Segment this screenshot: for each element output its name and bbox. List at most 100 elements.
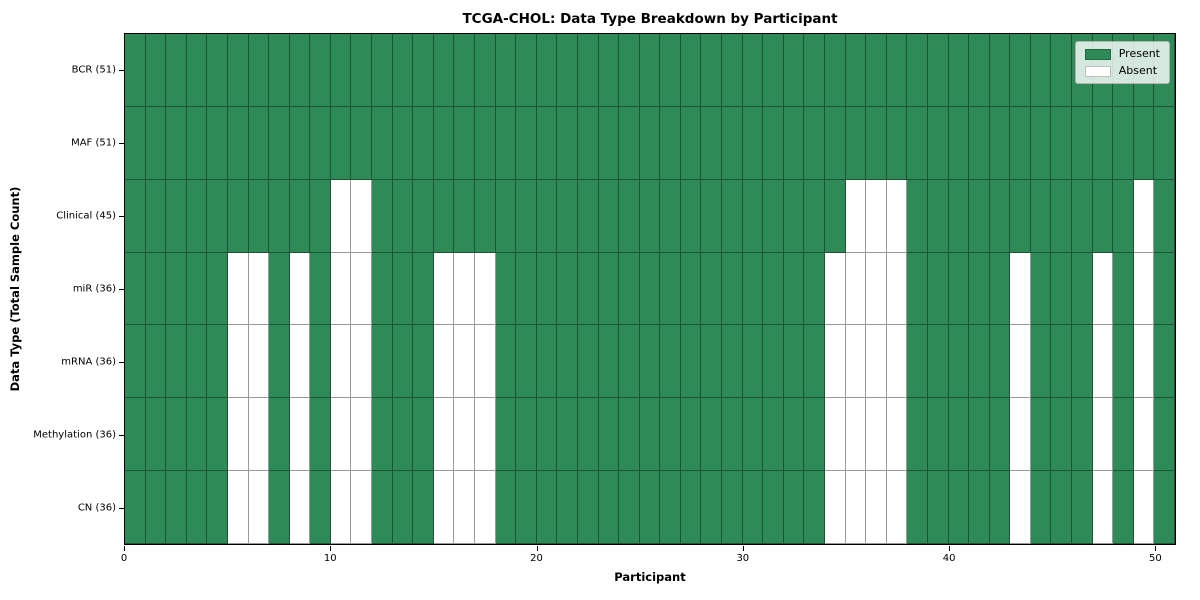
- heatmap-cell: [825, 106, 846, 180]
- heatmap-cell: [557, 398, 578, 472]
- heatmap-cell: [1154, 325, 1175, 399]
- legend-item-absent: Absent: [1084, 65, 1160, 77]
- heatmap-cell: [598, 398, 620, 472]
- heatmap-cell: [248, 106, 270, 180]
- heatmap-cell: [310, 34, 331, 107]
- heatmap-cell: [804, 252, 825, 326]
- heatmap-cell: [1133, 398, 1155, 472]
- heatmap-cell: [845, 106, 867, 180]
- heatmap-cell: [907, 34, 928, 107]
- heatmap-cell: [907, 252, 928, 326]
- heatmap-cell: [577, 179, 599, 253]
- heatmap-cell: [145, 398, 167, 472]
- heatmap-cell: [1072, 179, 1093, 253]
- heatmap-cell: [310, 325, 331, 399]
- heatmap-cell: [619, 252, 640, 326]
- heatmap-cell: [1010, 106, 1031, 180]
- heatmap-cell: [1154, 398, 1175, 472]
- heatmap-cell: [125, 398, 146, 472]
- heatmap-cell: [454, 34, 475, 107]
- heatmap-cell: [927, 252, 949, 326]
- y-tick-mark: [119, 142, 124, 144]
- chart-title: TCGA-CHOL: Data Type Breakdown by Partic…: [462, 11, 838, 27]
- heatmap-cell: [866, 252, 887, 326]
- heatmap-cell: [660, 471, 681, 544]
- heatmap-cell: [166, 325, 187, 399]
- heatmap-cell: [1072, 325, 1093, 399]
- heatmap-cell: [207, 325, 228, 399]
- heatmap-cell: [207, 471, 228, 544]
- heatmap-cell: [372, 398, 393, 472]
- heatmap-cell: [1051, 106, 1073, 180]
- heatmap-cell: [1072, 252, 1093, 326]
- heatmap-cell: [413, 471, 434, 544]
- heatmap-cell: [783, 471, 805, 544]
- heatmap-cell: [825, 179, 846, 253]
- heatmap-cell: [927, 106, 949, 180]
- heatmap-cell: [701, 106, 723, 180]
- x-tick-mark: [536, 546, 538, 551]
- heatmap-grid: [125, 34, 1175, 544]
- heatmap-cell: [948, 179, 970, 253]
- heatmap-cell: [227, 252, 249, 326]
- heatmap-cell: [639, 34, 661, 107]
- heatmap-cell: [804, 398, 825, 472]
- heatmap-cell: [680, 398, 702, 472]
- heatmap-cell: [227, 106, 249, 180]
- heatmap-cell: [166, 106, 187, 180]
- heatmap-cell: [351, 179, 373, 253]
- heatmap-cell: [289, 471, 311, 544]
- heatmap-cell: [1092, 398, 1114, 472]
- heatmap-cell: [763, 34, 784, 107]
- heatmap-cell: [866, 325, 887, 399]
- heatmap-cell: [1133, 325, 1155, 399]
- heatmap-cell: [125, 325, 146, 399]
- heatmap-cell: [763, 106, 784, 180]
- heatmap-cell: [639, 325, 661, 399]
- x-tick-label: 40: [942, 553, 956, 564]
- heatmap-cell: [845, 34, 867, 107]
- heatmap-cell: [1051, 471, 1073, 544]
- heatmap-cell: [433, 179, 455, 253]
- heatmap-cell: [269, 325, 290, 399]
- heatmap-cell: [372, 325, 393, 399]
- heatmap-cell: [475, 252, 496, 326]
- heatmap-cell: [186, 106, 208, 180]
- heatmap-cell: [413, 179, 434, 253]
- legend-label-present: Present: [1118, 47, 1160, 60]
- heatmap-cell: [392, 325, 414, 399]
- heatmap-cell: [536, 179, 558, 253]
- heatmap-cell: [1092, 179, 1114, 253]
- heatmap-cell: [330, 325, 352, 399]
- heatmap-cell: [927, 325, 949, 399]
- heatmap-cell: [948, 398, 970, 472]
- heatmap-cell: [330, 179, 352, 253]
- heatmap-cell: [577, 398, 599, 472]
- heatmap-cell: [516, 252, 537, 326]
- heatmap-cell: [372, 179, 393, 253]
- heatmap-cell: [1010, 179, 1031, 253]
- heatmap-cell: [927, 471, 949, 544]
- heatmap-cell: [289, 252, 311, 326]
- heatmap-cell: [392, 398, 414, 472]
- heatmap-cell: [619, 471, 640, 544]
- heatmap-cell: [1072, 398, 1093, 472]
- heatmap-cell: [577, 34, 599, 107]
- heatmap-cell: [186, 471, 208, 544]
- heatmap-cell: [598, 106, 620, 180]
- heatmap-cell: [619, 398, 640, 472]
- heatmap-cell: [310, 471, 331, 544]
- heatmap-cell: [989, 325, 1011, 399]
- heatmap-cell: [742, 252, 764, 326]
- heatmap-cell: [825, 471, 846, 544]
- x-tick-mark: [742, 546, 744, 551]
- heatmap-cell: [825, 252, 846, 326]
- legend-swatch-present: [1084, 48, 1111, 60]
- heatmap-cell: [1051, 325, 1073, 399]
- heatmap-cell: [516, 179, 537, 253]
- heatmap-cell: [1010, 471, 1031, 544]
- heatmap-cell: [413, 252, 434, 326]
- heatmap-cell: [825, 325, 846, 399]
- heatmap-cell: [227, 471, 249, 544]
- legend-swatch-absent: [1084, 65, 1111, 77]
